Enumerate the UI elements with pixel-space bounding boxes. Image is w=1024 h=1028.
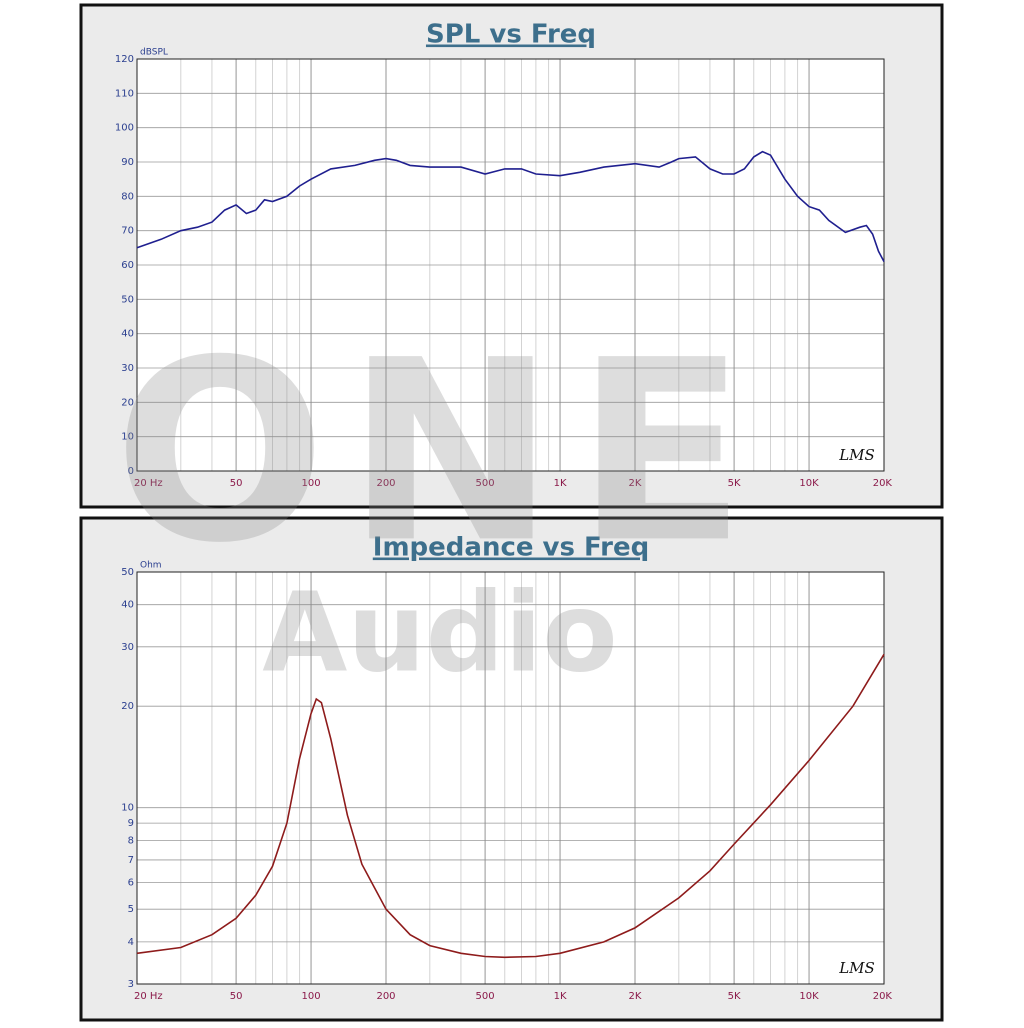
x-tick-label: 100: [301, 478, 320, 489]
x-tick-label: 200: [376, 991, 395, 1002]
watermark-brand: ONE: [114, 306, 767, 597]
y-tick-label: 3: [128, 979, 134, 990]
y-tick-label: 100: [115, 123, 134, 134]
x-tick-label: 20 Hz: [134, 478, 163, 489]
plot-area: [137, 572, 884, 984]
y-tick-label: 110: [115, 88, 134, 99]
y-tick-label: 4: [128, 937, 134, 948]
y-axis-unit: dBSPL: [140, 48, 168, 58]
x-tick-label: 20 Hz: [134, 991, 163, 1002]
x-tick-label: 100: [301, 991, 320, 1002]
x-tick-label: 50: [230, 991, 243, 1002]
chart-title: Impedance vs Freq: [373, 533, 649, 563]
x-tick-label: 20K: [873, 991, 893, 1002]
x-tick-label: 10K: [799, 478, 819, 489]
data-line: [136, 653, 885, 959]
x-tick-label: 500: [476, 991, 495, 1002]
y-tick-label: 60: [121, 260, 134, 271]
logo: LMS: [838, 446, 875, 464]
y-tick-label: 5: [128, 904, 134, 915]
y-tick-label: 80: [121, 191, 134, 202]
y-tick-label: 50: [121, 294, 134, 305]
y-tick-label: 20: [121, 701, 134, 712]
logo: LMS: [838, 959, 875, 977]
x-tick-label: 1K: [554, 991, 567, 1002]
x-tick-label: 10K: [799, 991, 819, 1002]
y-tick-label: 90: [121, 157, 134, 168]
x-tick-label: 2K: [629, 478, 642, 489]
y-tick-label: 30: [121, 642, 134, 653]
y-tick-label: 9: [128, 818, 134, 829]
y-tick-label: 40: [121, 329, 134, 340]
y-tick-label: 20: [121, 397, 134, 408]
chart-title: SPL vs Freq: [426, 20, 596, 50]
y-tick-label: 8: [128, 835, 134, 846]
y-tick-label: 70: [121, 226, 134, 237]
y-tick-label: 30: [121, 363, 134, 374]
x-tick-label: 2K: [629, 991, 642, 1002]
y-tick-label: 6: [128, 877, 134, 888]
plot-border: [136, 571, 885, 985]
x-tick-label: 50: [230, 478, 243, 489]
x-tick-label: 200: [376, 478, 395, 489]
x-tick-label: 1K: [554, 478, 567, 489]
data-line: [136, 150, 885, 262]
y-tick-label: 120: [115, 54, 134, 65]
y-tick-label: 40: [121, 600, 134, 611]
y-axis-unit: Ohm: [140, 561, 162, 571]
y-tick-label: 0: [128, 466, 134, 477]
y-tick-label: 10: [121, 803, 134, 814]
y-tick-label: 10: [121, 432, 134, 443]
plot-border: [136, 58, 885, 472]
x-tick-label: 500: [476, 478, 495, 489]
y-tick-label: 7: [128, 855, 134, 866]
x-tick-label: 20K: [873, 478, 893, 489]
x-tick-label: 5K: [728, 991, 741, 1002]
watermark-subtitle: Audio: [262, 568, 617, 696]
x-tick-label: 5K: [728, 478, 741, 489]
y-tick-label: 50: [121, 567, 134, 578]
